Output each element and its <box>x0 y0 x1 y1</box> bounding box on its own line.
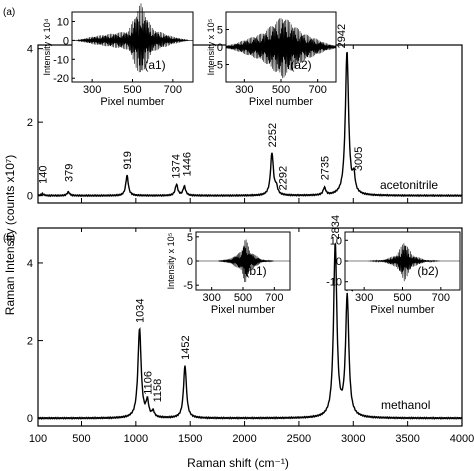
peak-label: 1034 <box>135 298 147 322</box>
inset-x-tick-label: 500 <box>234 292 252 304</box>
inset-y-tick-label: 0 <box>63 35 69 47</box>
x-tick-label: 4000 <box>450 433 474 445</box>
y-tick-label: 2 <box>27 336 33 348</box>
peak-label: 1452 <box>180 335 192 359</box>
x-axis-title: Raman shift (cm⁻¹) <box>187 456 289 470</box>
inset-x-tick-label: 300 <box>235 84 253 96</box>
x-tick-label: 2500 <box>287 433 311 445</box>
peak-label: 140 <box>37 165 49 183</box>
inset-y-tick-label: -5 <box>183 280 193 292</box>
y-tick-label: 2 <box>27 117 33 129</box>
inset-x-tick-label: 700 <box>164 84 182 96</box>
y-tick-label: 4 <box>27 258 33 270</box>
peak-label: 2942 <box>336 24 348 48</box>
inset-panel-label: (b1) <box>245 264 266 278</box>
inset-y-tick-label: -5 <box>213 60 223 72</box>
y-axis-title: Raman Intensity (counts x10⁷) <box>3 155 17 315</box>
interferogram <box>225 18 337 79</box>
inset-y-tick-label: 5 <box>187 232 193 244</box>
panel-b-label: (b) <box>3 233 15 244</box>
inset-x-tick-label: 700 <box>432 292 450 304</box>
x-tick-label: 3000 <box>341 433 365 445</box>
inset-y-title: Intensity x 10⁵ <box>206 18 216 75</box>
panel-a-label: (a) <box>3 7 15 18</box>
y-tick-label: 4 <box>27 44 33 56</box>
inset-y-tick-label: 0 <box>187 256 193 268</box>
x-tick-label: 500 <box>72 433 90 445</box>
inset-y-tick-label: 0 <box>336 256 342 268</box>
inset-x-tick-label: 700 <box>308 84 326 96</box>
peak-label: 2292 <box>277 166 289 190</box>
peak-label: 1374 <box>171 154 183 178</box>
peak-label: 1106 <box>142 371 154 395</box>
panel-b-frame <box>37 227 463 427</box>
interferogram <box>196 239 290 283</box>
inset-y-title: Intensity x 10⁵ <box>166 232 176 289</box>
inset-y-tick-label: 0 <box>217 42 223 54</box>
inset-b1: 300 500 700 5 0 -5 Pixel number Intensity x 10⁵… <box>166 231 291 316</box>
x-tick-label: 1500 <box>178 433 202 445</box>
inset-panel-label: (b2) <box>417 264 438 278</box>
inset-y-tick-label: 10 <box>330 235 342 247</box>
y-tick-label: 0 <box>27 413 33 425</box>
inset-y-tick-label: -10 <box>326 277 342 289</box>
inset-x-tick-label: 500 <box>272 84 290 96</box>
inset-a1: 300 500 700 10 0 -10 -20 Pixel number Intensity … <box>42 3 194 108</box>
peak-label: 2735 <box>319 156 331 180</box>
peak-label: 2252 <box>267 123 279 147</box>
inset-x-tick-label: 700 <box>265 292 283 304</box>
interferogram <box>72 3 193 73</box>
peak-label: 919 <box>122 151 134 169</box>
interferogram <box>345 243 460 282</box>
inset-a2: 300 500 700 5 0 -5 Pixel number Intensity x 10⁵… <box>206 11 337 108</box>
inset-panel-label: (a2) <box>290 58 311 72</box>
panel-b-spectrum <box>37 241 463 420</box>
inset-x-title: Pixel number <box>370 304 435 316</box>
inset-x-tick-label: 300 <box>202 292 220 304</box>
peak-label: 2834 <box>330 215 342 239</box>
inset-x-tick-label: 300 <box>355 292 373 304</box>
x-tick-label: 100 <box>29 433 47 445</box>
inset-x-title: Pixel number <box>211 304 276 316</box>
y-tick-label: 0 <box>27 191 33 203</box>
peak-label: 1446 <box>181 152 193 176</box>
inset-x-tick-label: 500 <box>123 84 141 96</box>
panel-b-sample: methanol <box>381 398 430 412</box>
x-tick-label: 1000 <box>124 433 148 445</box>
panel-a-spectrum <box>37 51 463 198</box>
inset-y-tick-label: 10 <box>57 16 69 28</box>
x-tick-label: 2000 <box>232 433 256 445</box>
panel-a-sample: acetonitrile <box>380 178 438 192</box>
peak-label: 3005 <box>353 147 365 171</box>
inset-y-tick-label: -20 <box>53 73 69 85</box>
peak-label: 1158 <box>152 379 164 403</box>
peak-label: 379 <box>63 164 75 182</box>
inset-x-title: Pixel number <box>249 96 314 108</box>
inset-x-tick-label: 500 <box>393 292 411 304</box>
inset-b2: 300 500 700 10 0 -10 Pixel number (b2) <box>326 231 461 316</box>
inset-y-tick-label: -10 <box>53 54 69 66</box>
inset-x-tick-label: 300 <box>83 84 101 96</box>
inset-panel-label: (a1) <box>144 58 165 72</box>
x-tick-label: 3500 <box>395 433 419 445</box>
inset-y-tick-label: 5 <box>217 25 223 37</box>
inset-x-title: Pixel number <box>100 96 165 108</box>
inset-y-title: Intensity x 10⁴ <box>42 18 52 75</box>
